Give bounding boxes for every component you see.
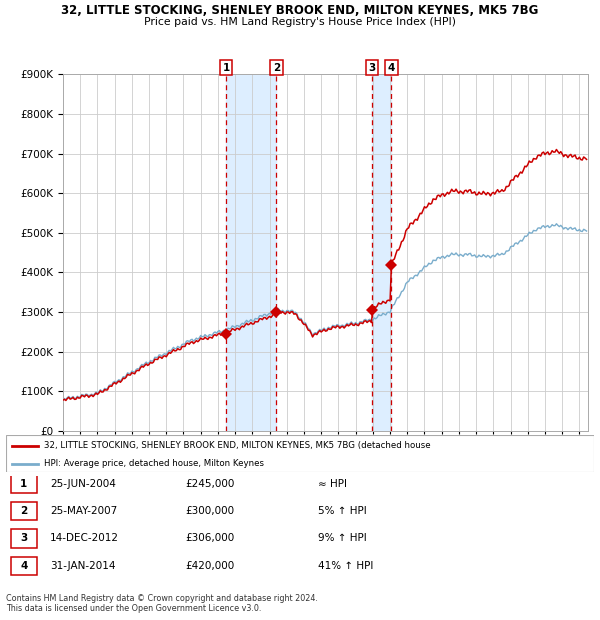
Text: 4: 4 <box>20 561 28 571</box>
Text: 32, LITTLE STOCKING, SHENLEY BROOK END, MILTON KEYNES, MK5 7BG: 32, LITTLE STOCKING, SHENLEY BROOK END, … <box>61 4 539 17</box>
Bar <box>372 74 391 431</box>
Text: Contains HM Land Registry data © Crown copyright and database right 2024.
This d: Contains HM Land Registry data © Crown c… <box>6 594 318 613</box>
Text: 2: 2 <box>273 63 280 73</box>
Bar <box>226 74 277 431</box>
Text: £306,000: £306,000 <box>185 533 235 544</box>
Text: HPI: Average price, detached house, Milton Keynes: HPI: Average price, detached house, Milt… <box>44 459 264 468</box>
Text: 1: 1 <box>20 479 28 489</box>
Text: 32, LITTLE STOCKING, SHENLEY BROOK END, MILTON KEYNES, MK5 7BG (detached house: 32, LITTLE STOCKING, SHENLEY BROOK END, … <box>44 441 431 450</box>
Text: 9% ↑ HPI: 9% ↑ HPI <box>317 533 367 544</box>
Text: ≈ HPI: ≈ HPI <box>317 479 347 489</box>
Text: 5% ↑ HPI: 5% ↑ HPI <box>317 506 367 516</box>
Text: 31-JAN-2014: 31-JAN-2014 <box>50 561 116 571</box>
Text: 1: 1 <box>223 63 230 73</box>
Bar <box>11 502 37 520</box>
Text: 14-DEC-2012: 14-DEC-2012 <box>50 533 119 544</box>
Bar <box>11 529 37 548</box>
Bar <box>11 474 37 493</box>
Text: 2: 2 <box>20 506 28 516</box>
Text: 3: 3 <box>368 63 376 73</box>
Text: £300,000: £300,000 <box>185 506 235 516</box>
Text: Price paid vs. HM Land Registry's House Price Index (HPI): Price paid vs. HM Land Registry's House … <box>144 17 456 27</box>
Text: 25-MAY-2007: 25-MAY-2007 <box>50 506 118 516</box>
Text: 3: 3 <box>20 533 28 544</box>
Text: 41% ↑ HPI: 41% ↑ HPI <box>317 561 373 571</box>
Bar <box>11 557 37 575</box>
Text: 25-JUN-2004: 25-JUN-2004 <box>50 479 116 489</box>
Text: £420,000: £420,000 <box>185 561 235 571</box>
Text: 4: 4 <box>388 63 395 73</box>
Text: £245,000: £245,000 <box>185 479 235 489</box>
